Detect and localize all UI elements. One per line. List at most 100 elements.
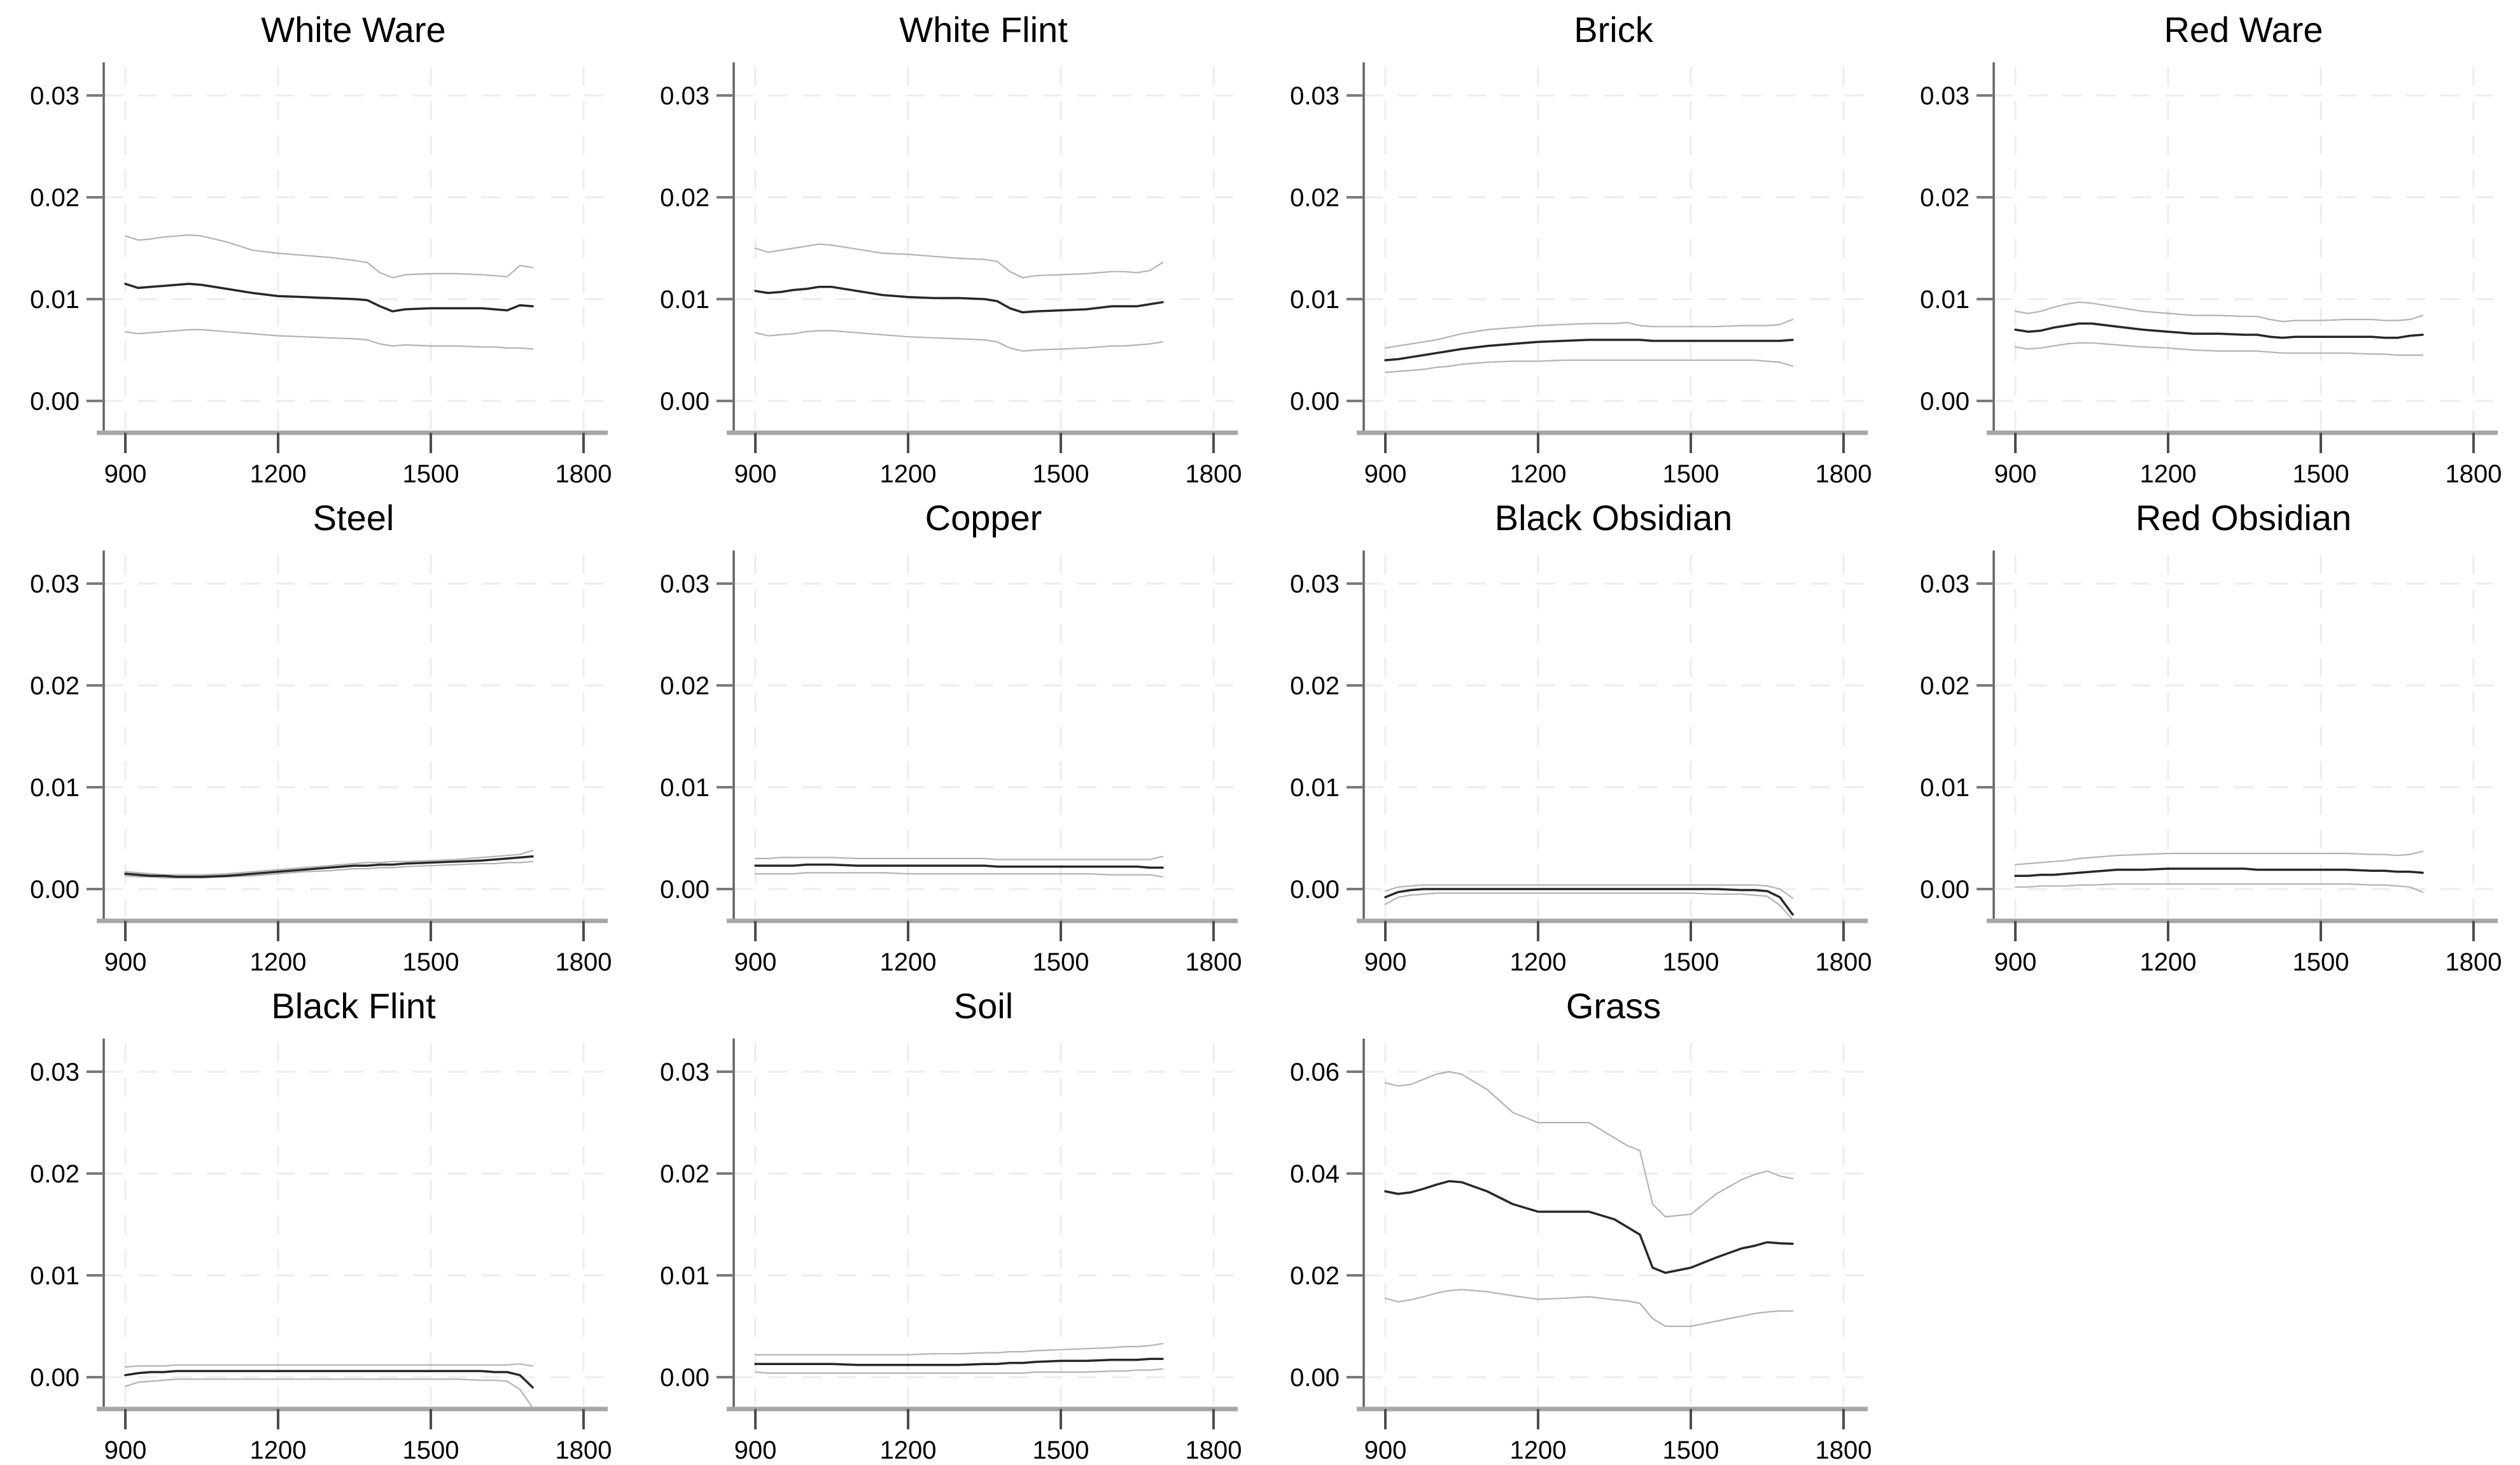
x-tick-label: 1500: [1663, 460, 1719, 488]
x-tick-label: 1500: [403, 460, 459, 488]
x-tick-label: 1500: [403, 1436, 459, 1464]
y-tick-label: 0.00: [1290, 388, 1340, 416]
y-tick-label: 0.01: [30, 1262, 80, 1290]
x-tick-label: 1200: [1510, 948, 1567, 976]
series-lower-band-line: [2014, 883, 2424, 893]
series-upper-band-line: [1384, 1070, 1794, 1218]
series-lower-band-line: [1384, 1289, 1794, 1328]
x-tick-label: 900: [1364, 460, 1407, 488]
y-tick-label: 0.01: [1920, 774, 1970, 802]
empty-cell: [1890, 976, 2520, 1464]
y-tick-label: 0.00: [30, 388, 80, 416]
chart-cell-red-obsidian: 0.00 0.01 0.02 0.03 900 1200 1500 1800 Red Obsid…: [1890, 488, 2520, 976]
chart-canvas-white-flint: 0.00 0.01 0.02 0.03 900 1200 1500 1800 White Fli…: [660, 10, 1242, 488]
y-tick-label: 0.00: [1920, 388, 1970, 416]
chart-canvas-soil: 0.00 0.01 0.02 0.03 900 1200 1500 1800 Soil: [660, 986, 1242, 1464]
chart-title: Black Flint: [271, 986, 436, 1026]
series-lower-band-line: [1384, 892, 1794, 921]
y-tick-label: 0.03: [30, 82, 80, 110]
x-tick-label: 1500: [1663, 1436, 1719, 1464]
series-lower-band-line: [754, 872, 1164, 878]
x-tick-label: 1500: [2293, 948, 2349, 976]
series-mean-line: [124, 1370, 534, 1389]
chart-title: White Ware: [261, 10, 445, 50]
series-mean-line: [754, 863, 1164, 869]
y-tick-label: 0.02: [30, 184, 80, 212]
x-tick-label: 1500: [1033, 948, 1089, 976]
y-tick-label: 0.01: [660, 286, 710, 314]
chart-title: Red Obsidian: [2136, 498, 2351, 538]
x-tick-label: 1800: [1816, 460, 1872, 488]
series-lower-band-line: [124, 328, 534, 350]
y-tick-label: 0.03: [1920, 82, 1970, 110]
y-tick-label: 0.02: [1290, 184, 1340, 212]
y-tick-label: 0.01: [1920, 286, 1970, 314]
x-tick-label: 1800: [556, 948, 612, 976]
chart-cell-white-ware: 0.00 0.01 0.02 0.03 900 1200 1500 1800 White War…: [0, 0, 630, 488]
y-tick-label: 0.03: [30, 1058, 80, 1086]
y-tick-label: 0.00: [660, 1364, 710, 1392]
y-tick-label: 0.06: [1290, 1058, 1340, 1086]
chart-canvas-brick: 0.00 0.01 0.02 0.03 900 1200 1500 1800 Brick: [1290, 10, 1872, 488]
x-tick-label: 900: [104, 1436, 147, 1464]
y-tick-label: 0.01: [660, 1262, 710, 1290]
chart-canvas-copper: 0.00 0.01 0.02 0.03 900 1200 1500 1800 Copper: [660, 498, 1242, 976]
y-tick-label: 0.00: [1290, 1364, 1340, 1392]
series-lower-band-line: [124, 860, 534, 879]
series-mean-line: [124, 283, 534, 312]
chart-title: Brick: [1574, 10, 1653, 50]
series-upper-band-line: [124, 850, 534, 876]
chart-cell-black-flint: 0.00 0.01 0.02 0.03 900 1200 1500 1800 Black Fli…: [0, 976, 630, 1464]
x-tick-label: 1200: [250, 948, 307, 976]
x-tick-label: 900: [734, 460, 777, 488]
x-tick-label: 1800: [1186, 1436, 1242, 1464]
x-tick-label: 900: [104, 948, 147, 976]
series-mean-line: [1384, 1180, 1794, 1274]
x-tick-label: 1200: [2140, 948, 2197, 976]
chart-cell-brick: 0.00 0.01 0.02 0.03 900 1200 1500 1800 Brick: [1260, 0, 1890, 488]
series-mean-line: [754, 1357, 1164, 1366]
x-tick-label: 900: [1994, 948, 2037, 976]
y-tick-label: 0.01: [660, 774, 710, 802]
y-tick-label: 0.03: [1290, 570, 1340, 598]
x-tick-label: 1800: [2446, 460, 2502, 488]
x-tick-label: 900: [1364, 1436, 1407, 1464]
y-tick-label: 0.03: [30, 570, 80, 598]
chart-title: Black Obsidian: [1495, 498, 1733, 538]
x-tick-label: 900: [734, 1436, 777, 1464]
chart-title: Red Ware: [2164, 10, 2323, 50]
series-upper-band-line: [1384, 884, 1794, 899]
x-tick-label: 1500: [1033, 460, 1089, 488]
y-tick-label: 0.02: [1290, 1262, 1340, 1290]
chart-canvas-grass: 0.00 0.02 0.04 0.06 900 1200 1500 1800 Grass: [1290, 986, 1872, 1464]
series-lower-band-line: [2014, 342, 2424, 356]
y-tick-label: 0.02: [1920, 184, 1970, 212]
chart-canvas-black-obsidian: 0.00 0.01 0.02 0.03 900 1200 1500 1800 Black Obs…: [1290, 498, 1872, 976]
y-tick-label: 0.01: [30, 286, 80, 314]
series-upper-band-line: [754, 855, 1164, 860]
chart-canvas-black-flint: 0.00 0.01 0.02 0.03 900 1200 1500 1800 Black Fli…: [30, 986, 612, 1464]
y-tick-label: 0.02: [30, 1160, 80, 1188]
series-upper-band-line: [2014, 850, 2424, 866]
chart-cell-steel: 0.00 0.01 0.02 0.03 900 1200 1500 1800 Steel: [0, 488, 630, 976]
series-mean-line: [124, 855, 534, 878]
x-tick-label: 1800: [1816, 948, 1872, 976]
series-upper-band-line: [1384, 318, 1794, 349]
chart-canvas-white-ware: 0.00 0.01 0.02 0.03 900 1200 1500 1800 White War…: [30, 10, 612, 488]
series-upper-band-line: [124, 234, 534, 279]
y-tick-label: 0.03: [1920, 570, 1970, 598]
chart-canvas-red-obsidian: 0.00 0.01 0.02 0.03 900 1200 1500 1800 Red Obsid…: [1920, 498, 2502, 976]
series-upper-band-line: [2014, 301, 2424, 323]
y-tick-label: 0.02: [660, 1160, 710, 1188]
chart-title: Soil: [954, 986, 1013, 1026]
x-tick-label: 1500: [2293, 460, 2349, 488]
x-tick-label: 1800: [2446, 948, 2502, 976]
series-lower-band-line: [1384, 359, 1794, 374]
x-tick-label: 1800: [1186, 460, 1242, 488]
y-tick-label: 0.03: [1290, 82, 1340, 110]
x-tick-label: 1500: [1663, 948, 1719, 976]
y-tick-label: 0.00: [30, 876, 80, 904]
x-tick-label: 900: [1994, 460, 2037, 488]
y-tick-label: 0.01: [1290, 774, 1340, 802]
series-lower-band-line: [754, 330, 1164, 352]
